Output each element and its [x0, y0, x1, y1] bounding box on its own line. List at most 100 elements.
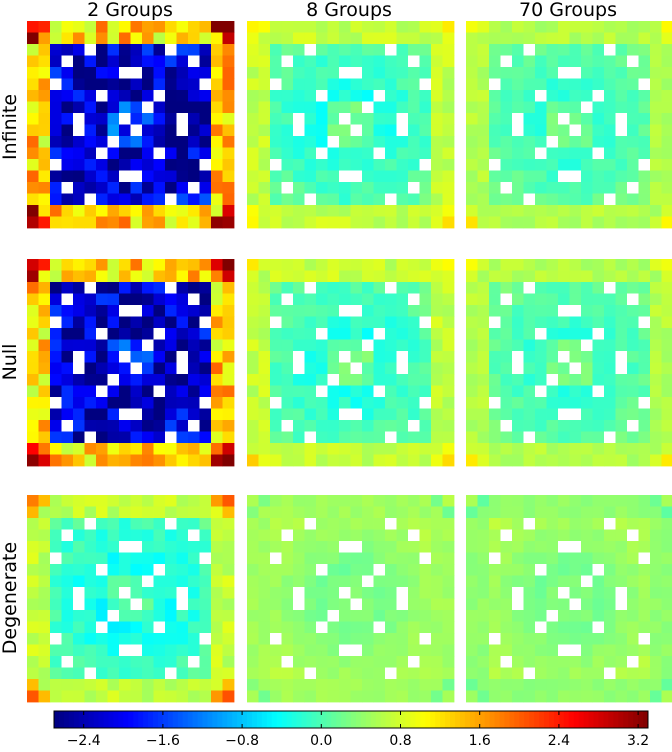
heatmap-cell	[373, 101, 386, 114]
heatmap-cell	[569, 113, 582, 125]
heatmap-cell	[638, 679, 651, 691]
heatmap-cell	[373, 55, 386, 68]
heatmap-cell	[558, 431, 570, 444]
heatmap-cell	[316, 78, 328, 91]
heatmap-cell	[27, 136, 39, 148]
heatmap-cell	[188, 124, 200, 137]
heatmap-cell	[339, 136, 351, 148]
heatmap-cell	[188, 282, 200, 294]
heatmap-cell	[293, 690, 305, 703]
heatmap-cell	[316, 431, 328, 444]
heatmap-cell	[188, 101, 200, 114]
heatmap-cell	[512, 644, 524, 657]
heatmap-cell	[339, 293, 351, 306]
heatmap-cell	[362, 44, 374, 56]
heatmap-cell	[199, 55, 212, 68]
heatmap-cell	[211, 667, 223, 680]
heatmap-cell	[222, 282, 235, 294]
heatmap-cell	[84, 259, 97, 271]
heatmap-cell	[73, 374, 85, 386]
heatmap-cell	[176, 454, 189, 467]
heatmap-cell	[153, 454, 166, 467]
heatmap-cell	[604, 397, 616, 409]
heatmap-cell	[535, 205, 547, 217]
heatmap-cell	[316, 147, 328, 160]
heatmap-cell	[512, 431, 524, 444]
heatmap-cell	[176, 633, 189, 645]
colorbar-segment	[316, 711, 322, 728]
heatmap-cell	[442, 587, 455, 599]
heatmap-cell	[535, 397, 547, 409]
heatmap-cell	[211, 339, 223, 352]
heatmap-cell	[546, 362, 559, 375]
heatmap-cell	[419, 339, 432, 352]
heatmap-cell	[293, 385, 305, 398]
heatmap-cell	[512, 633, 524, 645]
heatmap-cell	[107, 282, 120, 294]
heatmap-cell	[258, 431, 271, 444]
heatmap-cell	[258, 454, 271, 467]
heatmap-cell	[385, 205, 397, 217]
colorbar-segment	[499, 711, 505, 728]
heatmap-cell	[327, 205, 340, 217]
heatmap-cell	[84, 270, 97, 283]
heatmap-cell	[96, 159, 108, 171]
heatmap-cell	[316, 270, 328, 283]
heatmap-cell	[130, 182, 143, 194]
heatmap-cell	[96, 147, 108, 160]
heatmap-cell	[119, 667, 131, 680]
heatmap-cell	[362, 305, 374, 317]
heatmap-cell	[211, 443, 223, 455]
heatmap-cell	[500, 374, 513, 386]
heatmap-cell	[96, 552, 108, 565]
heatmap-cell	[638, 351, 651, 363]
heatmap-cell	[153, 644, 166, 657]
heatmap-cell	[535, 575, 547, 588]
heatmap-cell	[373, 339, 386, 352]
heatmap-cell	[96, 575, 108, 588]
heatmap-cell	[188, 293, 200, 306]
heatmap-cell	[270, 454, 282, 467]
heatmap-cell	[142, 282, 154, 294]
heatmap-cell	[153, 159, 166, 171]
heatmap-cell	[523, 32, 536, 45]
heatmap-cell	[153, 90, 166, 102]
heatmap-cell	[211, 575, 223, 588]
heatmap-cell	[373, 587, 386, 599]
heatmap-cell	[188, 420, 200, 432]
heatmap-cell	[477, 67, 490, 79]
heatmap-cell	[500, 259, 513, 271]
heatmap-cell	[27, 193, 39, 206]
heatmap-cell	[489, 205, 501, 217]
heatmap-cell	[339, 667, 351, 680]
heatmap-cell	[96, 443, 108, 455]
heatmap-cell	[107, 136, 120, 148]
heatmap-cell	[569, 67, 582, 79]
colorbar-segment	[534, 711, 540, 728]
heatmap-cell	[489, 518, 501, 530]
heatmap-cell	[119, 385, 131, 398]
heatmap-cell	[442, 21, 455, 33]
colorbar-segment	[143, 711, 149, 728]
heatmap-cell	[316, 205, 328, 217]
heatmap-cell	[500, 495, 513, 507]
heatmap-cell	[211, 147, 223, 160]
heatmap-cell	[258, 136, 271, 148]
heatmap-cell	[142, 113, 154, 125]
heatmap-cell	[362, 506, 374, 519]
heatmap-cell	[638, 101, 651, 114]
heatmap-cell	[304, 113, 317, 125]
heatmap-cell	[270, 374, 282, 386]
heatmap-cell	[165, 454, 177, 467]
heatmap-cell	[396, 397, 409, 409]
heatmap-cell	[107, 182, 120, 194]
heatmap-cell	[512, 454, 524, 467]
heatmap-cell	[569, 216, 582, 229]
heatmap-cell	[546, 518, 559, 530]
heatmap-cell	[477, 305, 490, 317]
heatmap-cell	[165, 644, 177, 657]
heatmap-cell	[546, 454, 559, 467]
heatmap-cell	[442, 78, 455, 91]
heatmap-cell	[615, 216, 628, 229]
heatmap-cell	[535, 147, 547, 160]
